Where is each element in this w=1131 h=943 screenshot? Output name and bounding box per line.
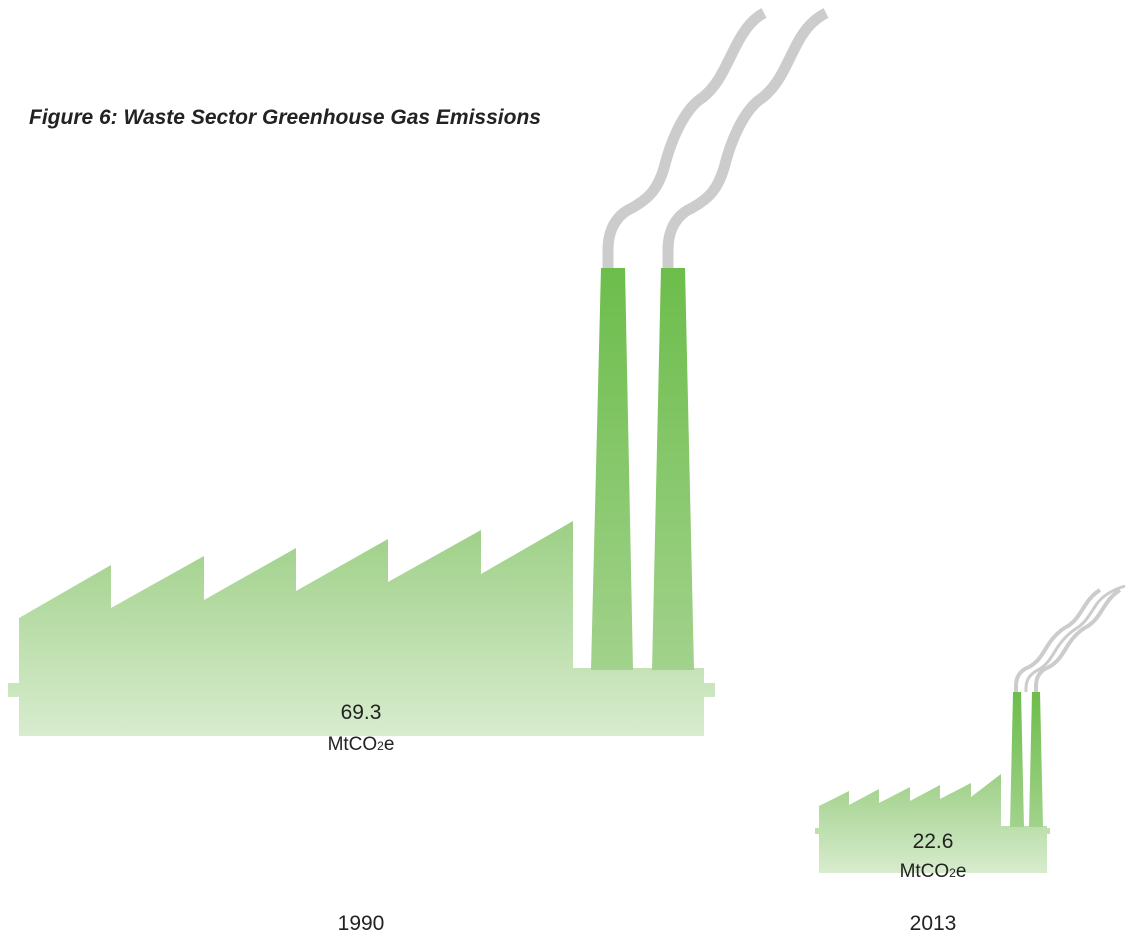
factory-bar-2013 (815, 584, 1126, 873)
category-label-1990: 1990 (338, 912, 385, 935)
value-label-2013: 22.6 (913, 830, 954, 853)
smoke-1990-b (662, 8, 829, 268)
smoke-1990-a (602, 8, 767, 268)
smoke-2013-c (1024, 584, 1126, 692)
smoke-2013-b (1034, 588, 1122, 692)
smoke-2013-a (1014, 588, 1102, 692)
unit-label-1990: MtCO2e (328, 734, 395, 755)
chart-title: Figure 6: Waste Sector Greenhouse Gas Em… (29, 106, 541, 129)
chimney-1990-b (652, 268, 694, 670)
factory-building-2013 (815, 774, 1050, 873)
unit-label-2013: MtCO2e (900, 861, 967, 882)
chimney-2013-a (1010, 692, 1024, 827)
factory-bar-1990 (8, 8, 829, 736)
category-label-2013: 2013 (910, 912, 957, 935)
factory-building-1990 (8, 521, 715, 736)
chimney-2013-b (1029, 692, 1043, 827)
value-label-1990: 69.3 (341, 701, 382, 724)
chimney-1990-a (591, 268, 633, 670)
